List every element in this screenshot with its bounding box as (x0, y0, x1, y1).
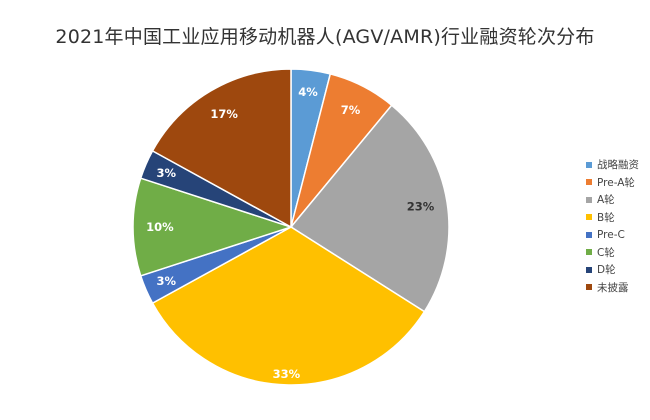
legend-item: A轮 (586, 191, 650, 209)
slice-data-label: 7% (341, 103, 361, 117)
slice-data-label: 23% (407, 200, 435, 214)
legend-label: C轮 (597, 246, 615, 259)
pie-slice (132, 177, 294, 277)
pie-slice (151, 68, 292, 229)
slice-data-label: 3% (157, 274, 177, 288)
legend-swatch (586, 284, 592, 291)
legend-label: D轮 (597, 264, 616, 277)
slice-data-label: 4% (298, 85, 318, 99)
legend-swatch (586, 266, 592, 273)
legend: 战略融资 Pre-A轮 A轮 B轮 Pre-C C轮 D轮未披露 (586, 156, 650, 296)
legend-swatch (586, 161, 592, 168)
legend-swatch (586, 249, 592, 256)
legend-item: B轮 (586, 209, 650, 227)
chart-title: 2021年中国工业应用移动机器人(AGV/AMR)行业融资轮次分布 (55, 26, 595, 48)
legend-swatch (586, 179, 592, 186)
legend-label: Pre-A轮 (597, 176, 635, 189)
legend-item: D轮 (586, 261, 650, 279)
legend-label: Pre-C (597, 228, 625, 241)
legend-item: Pre-A轮 (586, 174, 650, 192)
slice-data-label: 10% (146, 220, 174, 234)
legend-label: A轮 (597, 194, 615, 207)
legend-label: B轮 (597, 211, 615, 224)
slice-data-label: 17% (210, 107, 238, 121)
legend-swatch (586, 231, 592, 238)
legend-item: Pre-C (586, 226, 650, 244)
slice-data-label: 33% (273, 367, 301, 381)
legend-label: 未披露 (597, 281, 629, 294)
legend-item: C轮 (586, 244, 650, 262)
legend-swatch (586, 214, 592, 221)
pie-slice (289, 104, 450, 313)
legend-item: 战略融资 (586, 156, 650, 174)
legend-swatch (586, 196, 592, 203)
legend-item: 未披露 (586, 279, 650, 297)
slice-data-label: 3% (157, 166, 177, 180)
legend-label: 战略融资 (597, 159, 639, 172)
